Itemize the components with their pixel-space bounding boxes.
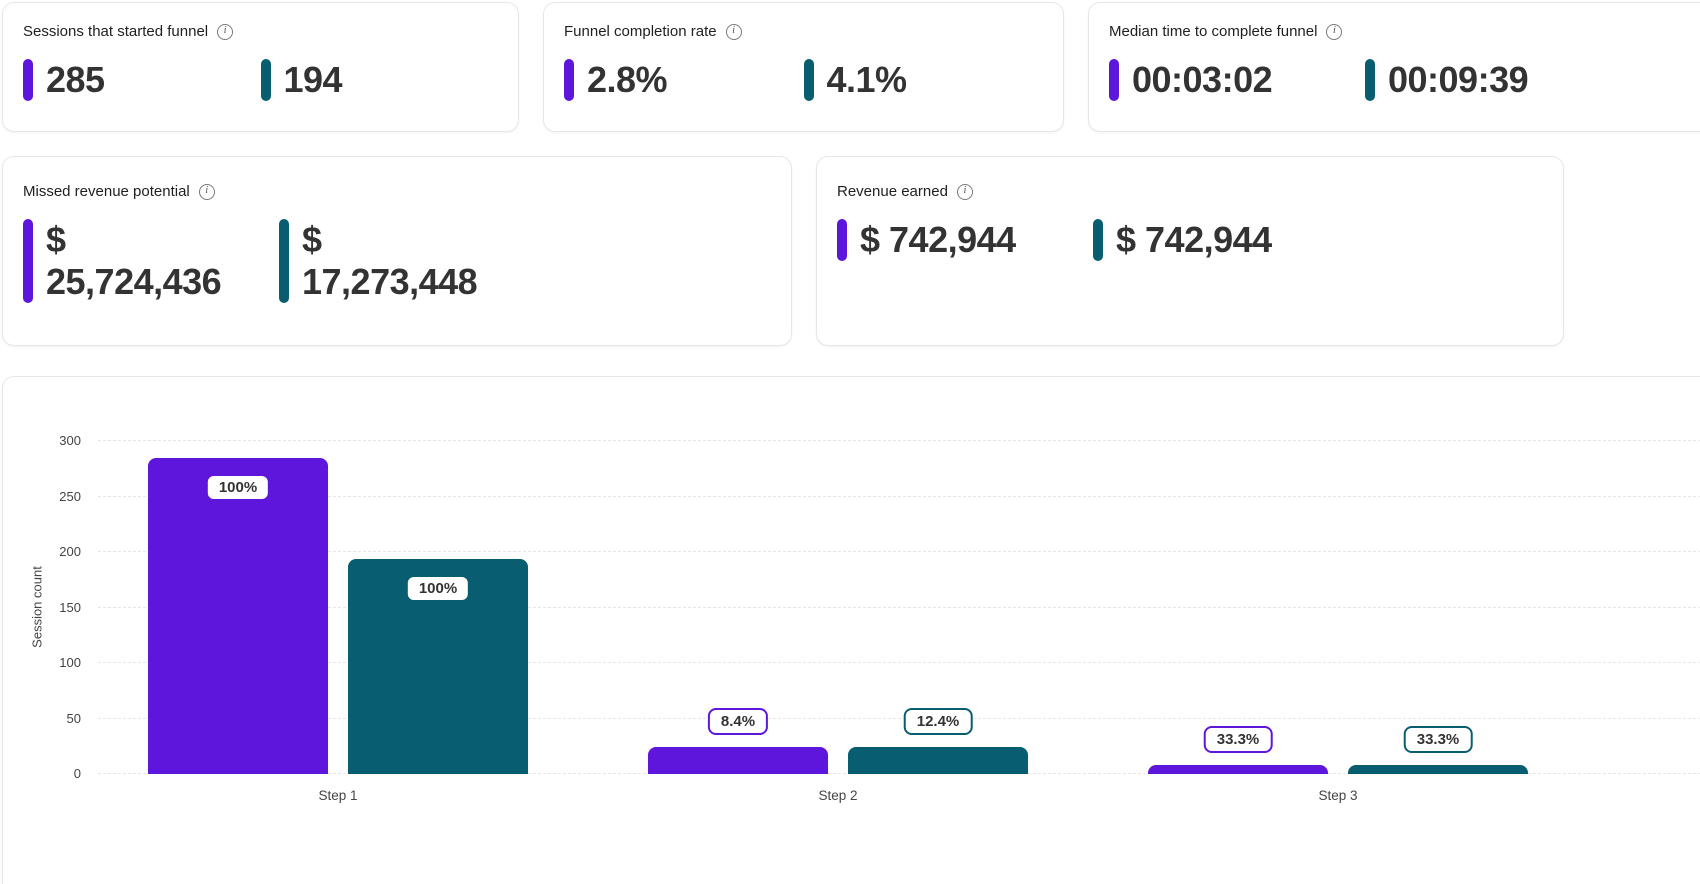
metric-card-missed-revenue-potential: Missed revenue potential $ 25,724,436 $ …	[2, 156, 792, 346]
info-icon[interactable]	[217, 24, 234, 40]
chart-bar-teal[interactable]	[1348, 765, 1528, 774]
series-marker-purple	[1109, 59, 1119, 101]
metrics-row-top: Sessions that started funnel 285 194 Fun…	[2, 2, 1700, 132]
info-icon[interactable]	[725, 24, 742, 40]
bar-group: Step 3 33.3% 33.3%	[1098, 441, 1598, 803]
series-marker-purple	[837, 219, 847, 261]
card-header: Missed revenue potential	[23, 183, 771, 201]
card-title: Missed revenue potential	[23, 183, 190, 200]
series-marker-purple	[23, 59, 33, 101]
bar-percent-label: 100%	[205, 473, 271, 501]
chart-bar-purple[interactable]	[148, 457, 328, 774]
gridline	[98, 606, 1700, 608]
chart-bar-purple[interactable]	[648, 747, 828, 774]
gridline	[98, 440, 1700, 441]
metric-value-text: 00:03:02	[1132, 59, 1273, 100]
x-axis-label: Step 2	[818, 788, 858, 803]
chart-plot: Step 1 100% 100% Step 2 8.4% 12.4% Step 3 33.3%…	[98, 440, 1700, 803]
y-tick-label: 150	[59, 599, 81, 615]
metric-value-purple: $ 25,724,436	[23, 219, 279, 303]
metric-card-funnel-completion-rate: Funnel completion rate 2.8% 4.1%	[543, 2, 1064, 132]
info-icon[interactable]	[198, 184, 215, 200]
metric-value-text: 00:09:39	[1388, 59, 1529, 100]
metric-value-teal: $ 17,273,448	[279, 219, 535, 303]
card-title: Revenue earned	[837, 183, 948, 200]
y-tick-label: 50	[66, 710, 81, 726]
x-axis-label: Step 3	[1318, 788, 1358, 803]
metric-values: 285 194	[23, 59, 498, 101]
gridline	[98, 495, 1700, 497]
metric-value-text: $ 25,724,436	[46, 219, 222, 302]
card-header: Funnel completion rate	[564, 23, 1043, 41]
gridline	[98, 551, 1700, 552]
bar-group: Step 1 100% 100%	[98, 441, 598, 803]
metric-value-teal: 194	[260, 59, 499, 101]
metric-value-teal: 4.1%	[803, 59, 1044, 101]
metric-values: 2.8% 4.1%	[564, 59, 1043, 101]
bar-percent-label: 33.3%	[1403, 726, 1473, 754]
info-icon[interactable]	[956, 184, 973, 200]
metric-value-purple: 285	[23, 59, 261, 101]
metric-values: 00:03:02 00:09:39	[1109, 59, 1691, 101]
series-marker-teal	[260, 59, 271, 101]
y-tick-label: 0	[73, 766, 81, 781]
series-marker-teal	[1365, 59, 1375, 101]
metric-values: $ 742,944 $ 742,944	[837, 219, 1543, 261]
metric-value-purple: 2.8%	[564, 59, 804, 101]
metric-value-text: 194	[283, 59, 343, 100]
metric-value-text: 4.1%	[826, 59, 908, 100]
bar-group: Step 2 8.4% 12.4%	[598, 441, 1098, 803]
card-header: Median time to complete funnel	[1109, 23, 1691, 41]
x-axis-label: Step 1	[318, 788, 358, 803]
metric-card-sessions-started-funnel: Sessions that started funnel 285 194	[2, 2, 519, 132]
series-marker-teal	[279, 219, 289, 303]
metric-card-median-time-to-complete: Median time to complete funnel 00:03:02 …	[1088, 2, 1700, 132]
card-title: Median time to complete funnel	[1109, 23, 1318, 40]
metric-value-text: $ 742,944	[860, 219, 1016, 260]
series-marker-purple	[564, 59, 574, 101]
chart-area: Session count Step 1 100% 100% Step 2 8.4% 12…	[3, 433, 1700, 871]
y-tick-label: 300	[59, 433, 81, 448]
metric-card-revenue-earned: Revenue earned $ 742,944 $ 742,944	[816, 156, 1564, 346]
y-tick-label: 200	[59, 544, 81, 559]
bar-percent-label: 33.3%	[1203, 726, 1273, 754]
metric-value-teal: $ 742,944	[1093, 219, 1349, 261]
info-icon[interactable]	[1326, 24, 1343, 40]
y-tick-label: 250	[59, 488, 81, 504]
bar-percent-label: 100%	[405, 574, 471, 602]
funnel-steps-chart-card: Session count Step 1 100% 100% Step 2 8.4% 12…	[2, 376, 1700, 884]
card-header: Sessions that started funnel	[23, 23, 498, 41]
series-marker-teal	[1093, 219, 1103, 261]
metric-value-text: 2.8%	[587, 59, 668, 100]
gridline	[98, 662, 1700, 663]
y-tick-label: 100	[59, 655, 81, 670]
card-title: Sessions that started funnel	[23, 23, 209, 40]
card-title: Funnel completion rate	[564, 23, 717, 40]
series-marker-teal	[803, 59, 814, 101]
metric-value-teal: 00:09:39	[1365, 59, 1621, 101]
metric-value-text: $ 17,273,448	[302, 219, 478, 302]
series-marker-purple	[23, 219, 33, 303]
metric-value-text: 285	[46, 59, 105, 100]
bar-percent-label: 8.4%	[707, 708, 769, 736]
chart-bar-teal[interactable]	[848, 747, 1028, 774]
card-header: Revenue earned	[837, 183, 1543, 201]
metric-value-text: $ 742,944	[1116, 219, 1272, 260]
metric-value-purple: $ 742,944	[837, 219, 1093, 261]
gridline	[98, 717, 1700, 719]
metric-value-purple: 00:03:02	[1109, 59, 1365, 101]
bar-percent-label: 12.4%	[903, 708, 973, 736]
metric-values: $ 25,724,436 $ 17,273,448	[23, 219, 771, 303]
chart-bar-purple[interactable]	[1148, 765, 1328, 774]
metrics-row-revenue: Missed revenue potential $ 25,724,436 $ …	[2, 156, 1700, 346]
